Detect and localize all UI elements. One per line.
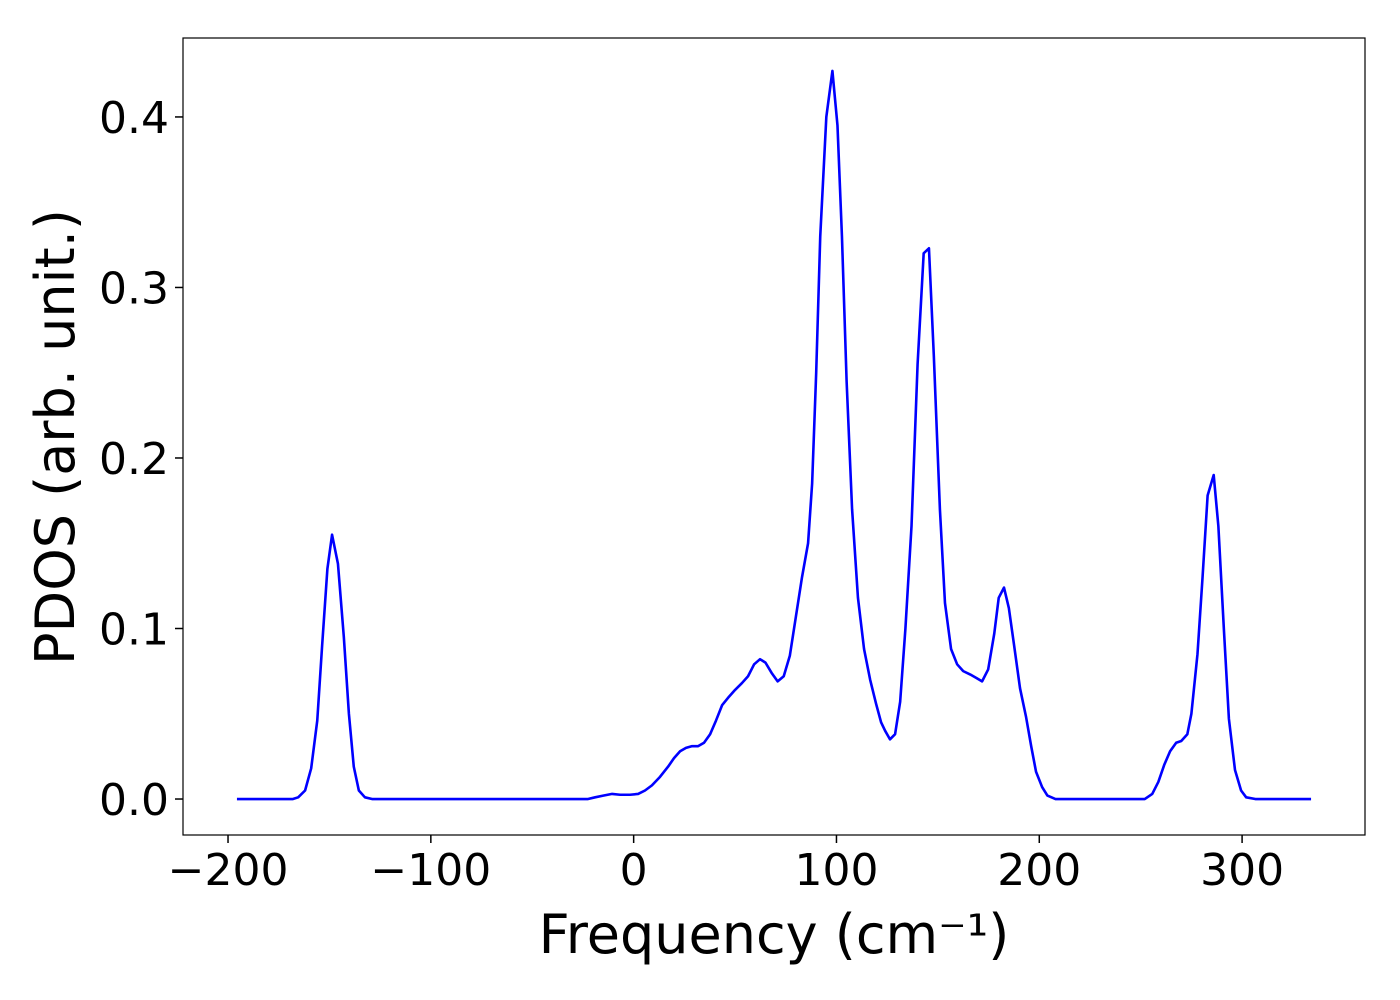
x-tick-label: −100 xyxy=(370,845,491,896)
plot-frame xyxy=(182,37,1366,836)
y-tick-label: 0.2 xyxy=(99,434,169,485)
y-tick-label: 0.0 xyxy=(99,775,169,826)
x-axis-label: Frequency (cm⁻¹) xyxy=(539,903,1010,966)
x-tick-label: 200 xyxy=(997,845,1081,896)
x-tick-label: 0 xyxy=(620,845,648,896)
x-tick-label: −200 xyxy=(168,845,289,896)
y-tick-label: 0.3 xyxy=(99,263,169,314)
y-tick-label: 0.4 xyxy=(99,93,169,144)
line xyxy=(236,69,1312,801)
x-tick-label: 300 xyxy=(1200,845,1284,896)
y-tick-label: 0.1 xyxy=(99,605,169,656)
y-axis-label: PDOS (arb. unit.) xyxy=(24,209,87,665)
x-tick-label: 100 xyxy=(794,845,878,896)
